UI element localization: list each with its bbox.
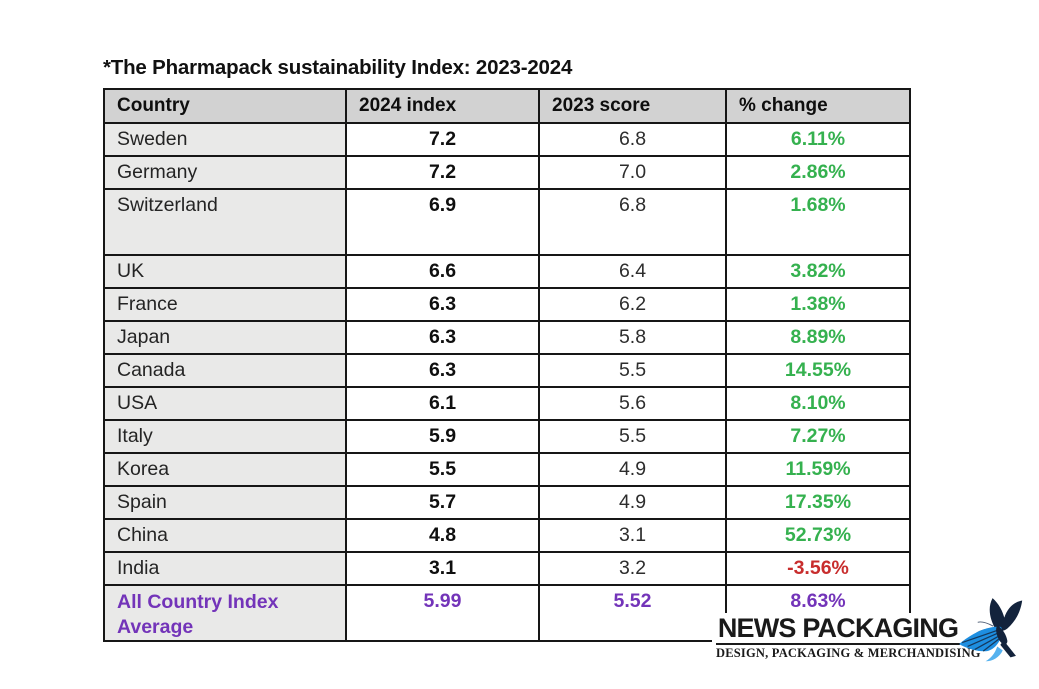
pct-change-cell: 3.82% — [725, 254, 911, 289]
news-packaging-masthead: NEWS PACKAGING DESIGN, PACKAGING & MERCH… — [712, 613, 981, 663]
column-header-2024-index: 2024 index — [345, 88, 540, 124]
table-row-uk: UK 6.6 6.4 3.82% — [103, 254, 911, 289]
score-2023-cell: 3.1 — [538, 518, 727, 553]
score-2023-cell: 7.0 — [538, 155, 727, 190]
country-cell: Germany — [103, 155, 347, 190]
pct-change-cell: 17.35% — [725, 485, 911, 520]
table-title: *The Pharmapack sustainability Index: 20… — [103, 56, 573, 79]
masthead-rule — [716, 643, 960, 645]
country-cell: China — [103, 518, 347, 553]
index-2024-cell: 6.9 — [345, 188, 540, 256]
score-2023-cell: 6.8 — [538, 188, 727, 256]
country-cell: Canada — [103, 353, 347, 388]
butterfly-icon — [959, 598, 1023, 662]
table-row-korea: Korea 5.5 4.9 11.59% — [103, 452, 911, 487]
index-2024-cell: 7.2 — [345, 122, 540, 157]
country-cell: Korea — [103, 452, 347, 487]
sustainability-index-table: Country 2024 index 2023 score % change S… — [103, 88, 911, 642]
score-2023-cell: 3.2 — [538, 551, 727, 586]
country-cell: Spain — [103, 485, 347, 520]
pct-change-cell: 2.86% — [725, 155, 911, 190]
score-2023-cell: 5.6 — [538, 386, 727, 421]
country-cell: UK — [103, 254, 347, 289]
column-header-2023-score: 2023 score — [538, 88, 727, 124]
country-cell: USA — [103, 386, 347, 421]
score-2023-cell: 6.4 — [538, 254, 727, 289]
pct-change-cell: 6.11% — [725, 122, 911, 157]
table-row-france: France 6.3 6.2 1.38% — [103, 287, 911, 322]
index-2024-cell: 3.1 — [345, 551, 540, 586]
column-header-country: Country — [103, 88, 347, 124]
index-2024-cell: 4.8 — [345, 518, 540, 553]
score-2023-cell: 5.5 — [538, 353, 727, 388]
pct-change-cell: 8.89% — [725, 320, 911, 355]
index-2024-cell: 5.9 — [345, 419, 540, 454]
index-2024-cell: 6.3 — [345, 353, 540, 388]
average-index-2024-cell: 5.99 — [345, 584, 540, 642]
table-row-canada: Canada 6.3 5.5 14.55% — [103, 353, 911, 388]
index-2024-cell: 6.1 — [345, 386, 540, 421]
table-row-germany: Germany 7.2 7.0 2.86% — [103, 155, 911, 190]
pct-change-cell: 52.73% — [725, 518, 911, 553]
table-row-india: India 3.1 3.2 -3.56% — [103, 551, 911, 586]
logo-name-text: NEWS PACKAGING — [717, 613, 959, 643]
table-row-usa: USA 6.1 5.6 8.10% — [103, 386, 911, 421]
index-2024-cell: 6.3 — [345, 320, 540, 355]
news-packaging-logo: NEWS PACKAGING DESIGN, PACKAGING & MERCH… — [712, 613, 981, 663]
header-row: Country 2024 index 2023 score % change — [103, 88, 911, 124]
pct-change-cell: 7.27% — [725, 419, 911, 454]
pct-change-cell: 1.68% — [725, 188, 911, 256]
index-2024-cell: 5.7 — [345, 485, 540, 520]
column-header-pct-change: % change — [725, 88, 911, 124]
index-2024-cell: 7.2 — [345, 155, 540, 190]
table-row-italy: Italy 5.9 5.5 7.27% — [103, 419, 911, 454]
country-cell: India — [103, 551, 347, 586]
pct-change-cell: 14.55% — [725, 353, 911, 388]
country-cell: Sweden — [103, 122, 347, 157]
score-2023-cell: 6.8 — [538, 122, 727, 157]
average-score-2023-cell: 5.52 — [538, 584, 727, 642]
logo-tagline-text: DESIGN, PACKAGING & MERCHANDISING — [716, 646, 981, 660]
pct-change-cell: -3.56% — [725, 551, 911, 586]
country-cell: France — [103, 287, 347, 322]
country-cell: Japan — [103, 320, 347, 355]
score-2023-cell: 4.9 — [538, 485, 727, 520]
score-2023-cell: 5.5 — [538, 419, 727, 454]
index-2024-cell: 6.3 — [345, 287, 540, 322]
table-row-japan: Japan 6.3 5.8 8.89% — [103, 320, 911, 355]
country-cell: Italy — [103, 419, 347, 454]
index-2024-cell: 6.6 — [345, 254, 540, 289]
table-row-china: China 4.8 3.1 52.73% — [103, 518, 911, 553]
score-2023-cell: 6.2 — [538, 287, 727, 322]
pct-change-cell: 8.10% — [725, 386, 911, 421]
pct-change-cell: 11.59% — [725, 452, 911, 487]
index-2024-cell: 5.5 — [345, 452, 540, 487]
score-2023-cell: 5.8 — [538, 320, 727, 355]
country-cell: Switzerland — [103, 188, 347, 256]
average-label-cell: All Country Index Average — [103, 584, 347, 642]
table-row-sweden: Sweden 7.2 6.8 6.11% — [103, 122, 911, 157]
table-row-switzerland: Switzerland 6.9 6.8 1.68% — [103, 188, 911, 256]
table-row-spain: Spain 5.7 4.9 17.35% — [103, 485, 911, 520]
pct-change-cell: 1.38% — [725, 287, 911, 322]
score-2023-cell: 4.9 — [538, 452, 727, 487]
